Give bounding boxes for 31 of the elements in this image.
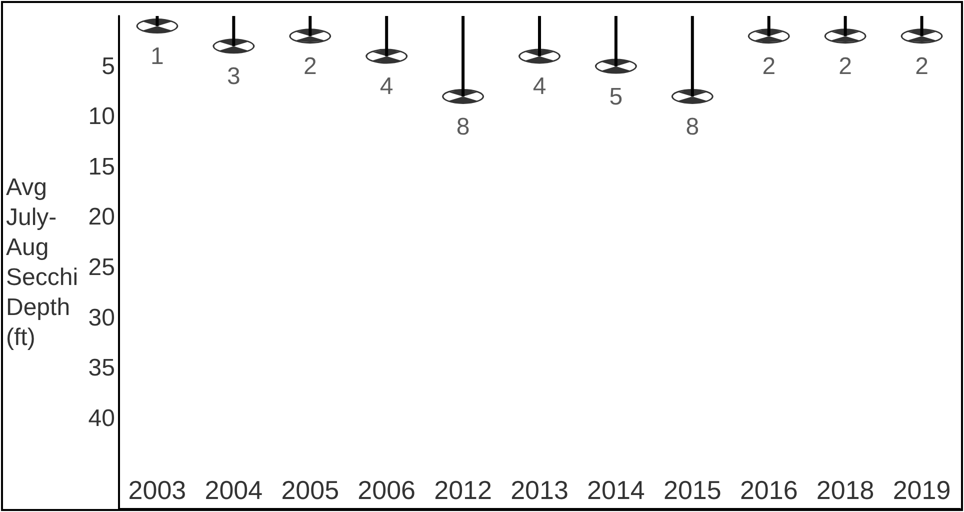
y-tick-label: 10 bbox=[88, 103, 115, 130]
x-tick-label: 2004 bbox=[204, 475, 263, 505]
y-tick-label: 40 bbox=[88, 404, 115, 432]
data-label: 2 bbox=[915, 53, 928, 80]
x-tick-label: 2016 bbox=[740, 475, 798, 505]
x-tick-label: 2012 bbox=[434, 475, 492, 505]
x-tick-label: 2003 bbox=[128, 475, 186, 505]
x-tick-label: 2005 bbox=[281, 475, 340, 505]
x-tick-label: 2013 bbox=[510, 475, 568, 505]
y-tick-label: 30 bbox=[88, 304, 115, 332]
x-tick-label: 2018 bbox=[816, 475, 874, 505]
y-tick-label: 15 bbox=[88, 153, 115, 180]
y-axis-title: Avg July-Aug Secchi Depth (ft) bbox=[6, 174, 78, 351]
y-tick-label: 25 bbox=[88, 254, 115, 282]
x-tick-label: 2006 bbox=[358, 475, 416, 505]
y-tick-label: 20 bbox=[88, 204, 115, 231]
y-tick-label: 35 bbox=[88, 354, 115, 382]
data-label: 5 bbox=[609, 83, 623, 110]
x-tick-label: 2015 bbox=[663, 475, 722, 505]
data-label: 2 bbox=[762, 53, 776, 80]
y-tick-label: 5 bbox=[102, 52, 115, 80]
data-label: 4 bbox=[532, 73, 546, 100]
data-label: 1 bbox=[150, 43, 164, 70]
x-tick-label: 2019 bbox=[892, 475, 951, 505]
data-label: 8 bbox=[686, 113, 700, 140]
data-label: 2 bbox=[838, 53, 852, 80]
data-label: 3 bbox=[227, 63, 240, 90]
x-tick-label: 2014 bbox=[587, 475, 645, 505]
data-label: 2 bbox=[303, 53, 317, 80]
data-label: 4 bbox=[380, 73, 394, 100]
data-label: 8 bbox=[456, 113, 470, 140]
